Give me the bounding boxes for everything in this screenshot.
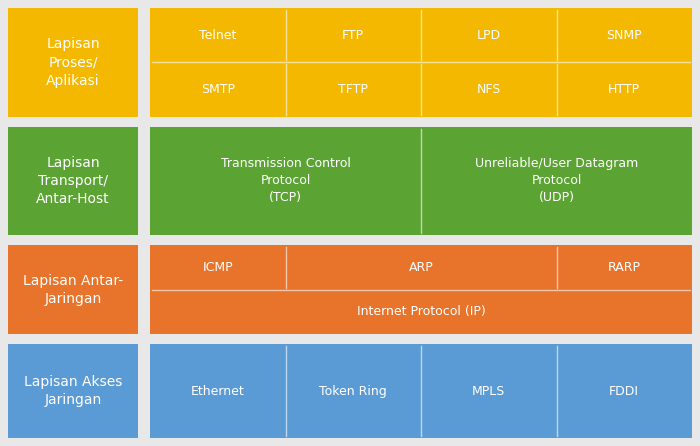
Bar <box>151 247 284 288</box>
Bar <box>423 9 555 61</box>
Text: FTP: FTP <box>342 29 364 41</box>
Bar <box>558 247 690 288</box>
Bar <box>287 64 419 115</box>
Text: RARP: RARP <box>608 261 640 274</box>
Bar <box>558 9 690 61</box>
Bar <box>423 128 690 234</box>
Bar <box>423 64 555 115</box>
Bar <box>8 127 138 235</box>
Text: MPLS: MPLS <box>472 384 505 397</box>
Bar <box>287 247 555 288</box>
Text: ARP: ARP <box>409 261 433 274</box>
Text: Transmission Control
Protocol
(TCP): Transmission Control Protocol (TCP) <box>220 157 351 204</box>
Text: Internet Protocol (IP): Internet Protocol (IP) <box>356 306 485 318</box>
Text: SMTP: SMTP <box>201 83 234 96</box>
Text: HTTP: HTTP <box>608 83 640 96</box>
Text: Token Ring: Token Ring <box>319 384 387 397</box>
Text: Lapisan Akses
Jaringan: Lapisan Akses Jaringan <box>24 375 122 407</box>
Bar <box>151 346 284 437</box>
Bar <box>287 9 419 61</box>
Text: Lapisan Antar-
Jaringan: Lapisan Antar- Jaringan <box>23 273 123 306</box>
Text: FDDI: FDDI <box>609 384 639 397</box>
Bar <box>558 346 690 437</box>
Bar <box>287 346 419 437</box>
Text: NFS: NFS <box>477 83 501 96</box>
Text: Telnet: Telnet <box>199 29 237 41</box>
Bar <box>558 64 690 115</box>
Text: Lapisan
Transport/
Antar-Host: Lapisan Transport/ Antar-Host <box>36 156 110 206</box>
Text: TFTP: TFTP <box>338 83 368 96</box>
Bar <box>151 9 284 61</box>
Text: Lapisan
Proses/
Aplikasi: Lapisan Proses/ Aplikasi <box>46 37 100 88</box>
Text: Unreliable/User Datagram
Protocol
(UDP): Unreliable/User Datagram Protocol (UDP) <box>475 157 638 204</box>
Bar <box>8 245 138 334</box>
Bar <box>150 8 692 117</box>
Text: LPD: LPD <box>477 29 500 41</box>
Bar <box>151 128 419 234</box>
Bar <box>150 245 692 334</box>
Bar <box>151 64 284 115</box>
Text: ICMP: ICMP <box>202 261 233 274</box>
Bar <box>8 8 138 117</box>
Bar <box>150 127 692 235</box>
Bar <box>423 346 555 437</box>
Text: SNMP: SNMP <box>606 29 642 41</box>
Bar <box>8 344 138 438</box>
Bar <box>151 291 690 333</box>
Bar <box>150 344 692 438</box>
Text: Ethernet: Ethernet <box>191 384 244 397</box>
